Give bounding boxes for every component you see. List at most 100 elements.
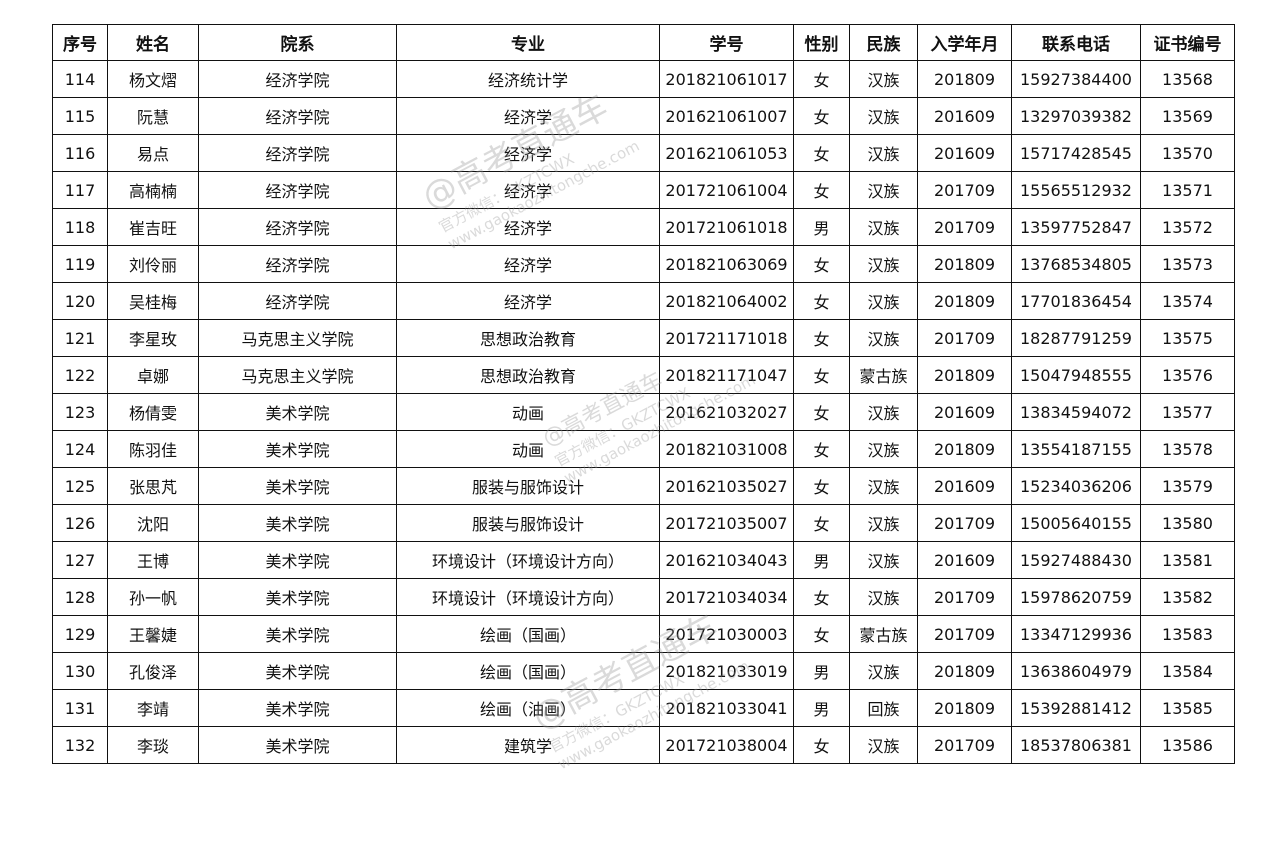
- header-row: 序号 姓名 院系 专业 学号 性别 民族 入学年月 联系电话 证书编号: [52, 24, 1235, 61]
- cell-name: 王馨婕: [107, 615, 199, 653]
- cell-gender: 女: [793, 504, 850, 542]
- cell-student-id: 201721038004: [659, 726, 794, 764]
- cell-student-id: 201621034043: [659, 541, 794, 579]
- cell-ethnicity: 汉族: [849, 208, 918, 246]
- cell-gender: 女: [793, 726, 850, 764]
- cell-phone: 15927488430: [1011, 541, 1141, 579]
- table-row: 124 陈羽佳 美术学院 动画 201821031008 女汉族 201809 1355418…: [52, 430, 1235, 468]
- table-row: 117 高楠楠 经济学院 经济学 201721061004 女汉族 201709 155655…: [52, 171, 1235, 209]
- cell-phone: 13347129936: [1011, 615, 1141, 653]
- cell-ethnicity: 汉族: [849, 319, 918, 357]
- cell-certificate-no: 13572: [1140, 208, 1235, 246]
- cell-name: 高楠楠: [107, 171, 199, 209]
- cell-gender: 女: [793, 430, 850, 468]
- cell-phone: 17701836454: [1011, 282, 1141, 320]
- cell-ethnicity: 汉族: [849, 245, 918, 283]
- cell-phone: 15392881412: [1011, 689, 1141, 727]
- cell-name: 李星玫: [107, 319, 199, 357]
- cell-name: 陈羽佳: [107, 430, 199, 468]
- cell-certificate-no: 13575: [1140, 319, 1235, 357]
- cell-name: 杨文熠: [107, 60, 199, 98]
- cell-major: 经济学: [396, 97, 660, 135]
- table-row: 130 孔俊泽 美术学院 绘画（国画） 201821033019 男汉族 201809 136…: [52, 652, 1235, 690]
- cell-enrollment: 201609: [917, 541, 1012, 579]
- cell-major: 经济学: [396, 171, 660, 209]
- cell-ethnicity: 汉族: [849, 504, 918, 542]
- cell-name: 阮慧: [107, 97, 199, 135]
- cell-seq: 118: [52, 208, 108, 246]
- cell-phone: 13768534805: [1011, 245, 1141, 283]
- cell-name: 李琰: [107, 726, 199, 764]
- cell-phone: 18537806381: [1011, 726, 1141, 764]
- cell-gender: 女: [793, 171, 850, 209]
- cell-department: 美术学院: [198, 504, 397, 542]
- cell-major: 服装与服饰设计: [396, 504, 660, 542]
- cell-department: 经济学院: [198, 282, 397, 320]
- table-row: 132 李琰 美术学院 建筑学 201721038004 女汉族 201709 1853780…: [52, 726, 1235, 764]
- table-row: 128 孙一帆 美术学院 环境设计（环境设计方向） 201721034034 女汉族 201…: [52, 578, 1235, 616]
- cell-gender: 女: [793, 578, 850, 616]
- cell-enrollment: 201609: [917, 467, 1012, 505]
- cell-enrollment: 201609: [917, 97, 1012, 135]
- cell-phone: 15927384400: [1011, 60, 1141, 98]
- cell-student-id: 201621061007: [659, 97, 794, 135]
- cell-name: 杨倩雯: [107, 393, 199, 431]
- cell-certificate-no: 13574: [1140, 282, 1235, 320]
- cell-certificate-no: 13570: [1140, 134, 1235, 172]
- cell-department: 经济学院: [198, 208, 397, 246]
- cell-phone: 13834594072: [1011, 393, 1141, 431]
- cell-certificate-no: 13579: [1140, 467, 1235, 505]
- cell-enrollment: 201709: [917, 319, 1012, 357]
- table-row: 131 李靖 美术学院 绘画（油画） 201821033041 男回族 201809 1539…: [52, 689, 1235, 727]
- cell-name: 孙一帆: [107, 578, 199, 616]
- cell-enrollment: 201809: [917, 356, 1012, 394]
- cell-name: 王博: [107, 541, 199, 579]
- table-row: 122 卓娜 马克思主义学院 思想政治教育 201821171047 女蒙古族 201809…: [52, 356, 1235, 394]
- cell-student-id: 201821061017: [659, 60, 794, 98]
- cell-ethnicity: 蒙古族: [849, 356, 918, 394]
- cell-certificate-no: 13583: [1140, 615, 1235, 653]
- cell-ethnicity: 汉族: [849, 652, 918, 690]
- cell-ethnicity: 汉族: [849, 578, 918, 616]
- cell-gender: 女: [793, 319, 850, 357]
- cell-phone: 15047948555: [1011, 356, 1141, 394]
- cell-seq: 115: [52, 97, 108, 135]
- cell-ethnicity: 蒙古族: [849, 615, 918, 653]
- cell-department: 美术学院: [198, 615, 397, 653]
- cell-name: 刘伶丽: [107, 245, 199, 283]
- table-row: 116 易点 经济学院 经济学 201621061053 女汉族 201609 1571742…: [52, 134, 1235, 172]
- header-ethnicity: 民族: [849, 24, 918, 61]
- cell-certificate-no: 13582: [1140, 578, 1235, 616]
- cell-seq: 131: [52, 689, 108, 727]
- cell-student-id: 201621032027: [659, 393, 794, 431]
- cell-department: 经济学院: [198, 245, 397, 283]
- cell-enrollment: 201809: [917, 60, 1012, 98]
- cell-certificate-no: 13576: [1140, 356, 1235, 394]
- cell-name: 卓娜: [107, 356, 199, 394]
- cell-enrollment: 201809: [917, 689, 1012, 727]
- cell-name: 沈阳: [107, 504, 199, 542]
- cell-enrollment: 201609: [917, 393, 1012, 431]
- cell-seq: 120: [52, 282, 108, 320]
- table-row: 126 沈阳 美术学院 服装与服饰设计 201721035007 女汉族 201709 150…: [52, 504, 1235, 542]
- cell-student-id: 201621035027: [659, 467, 794, 505]
- table-row: 129 王馨婕 美术学院 绘画（国画） 201721030003 女蒙古族 201709 13…: [52, 615, 1235, 653]
- cell-certificate-no: 13586: [1140, 726, 1235, 764]
- cell-ethnicity: 汉族: [849, 171, 918, 209]
- cell-ethnicity: 汉族: [849, 282, 918, 320]
- cell-gender: 女: [793, 393, 850, 431]
- cell-gender: 女: [793, 356, 850, 394]
- cell-major: 思想政治教育: [396, 356, 660, 394]
- cell-seq: 117: [52, 171, 108, 209]
- table-row: 123 杨倩雯 美术学院 动画 201621032027 女汉族 201609 1383459…: [52, 393, 1235, 431]
- cell-student-id: 201821171047: [659, 356, 794, 394]
- cell-seq: 124: [52, 430, 108, 468]
- cell-enrollment: 201709: [917, 726, 1012, 764]
- cell-phone: 15234036206: [1011, 467, 1141, 505]
- cell-name: 崔吉旺: [107, 208, 199, 246]
- cell-gender: 女: [793, 97, 850, 135]
- header-seq: 序号: [52, 24, 108, 61]
- cell-seq: 126: [52, 504, 108, 542]
- cell-seq: 116: [52, 134, 108, 172]
- cell-department: 美术学院: [198, 430, 397, 468]
